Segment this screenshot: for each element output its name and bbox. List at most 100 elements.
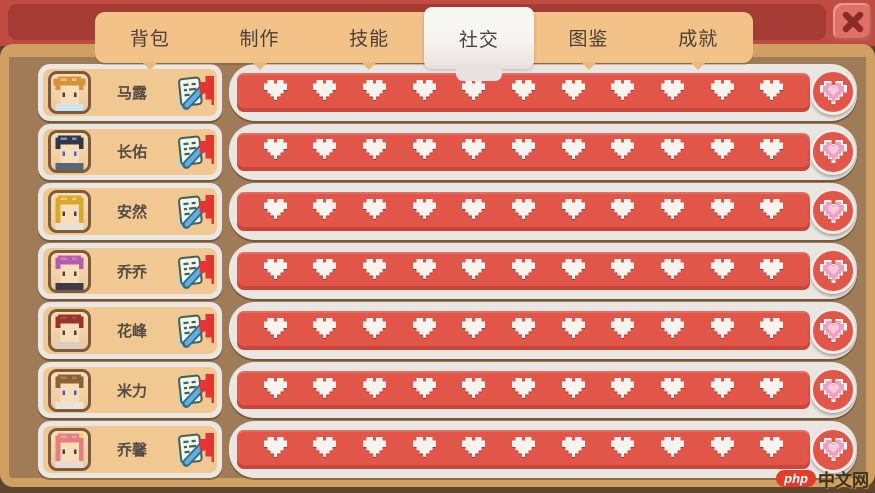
heart-icon xyxy=(611,199,635,224)
friend-card[interactable]: 花峰 xyxy=(38,302,222,359)
heart-icon xyxy=(462,199,486,224)
heart-icon xyxy=(462,79,486,105)
heart-icon xyxy=(313,139,337,164)
heart-cap-icon xyxy=(810,307,856,354)
friend-name: 马露 xyxy=(116,84,147,102)
heart-icon xyxy=(760,318,784,343)
heart-icon xyxy=(313,437,337,462)
friendship-bar-fill xyxy=(237,73,810,112)
heart-icon xyxy=(511,377,535,403)
heart-icon xyxy=(462,139,486,164)
gift-letter-icon xyxy=(173,310,214,351)
heart-icon xyxy=(511,199,535,224)
heart-icon xyxy=(263,139,287,164)
friendship-bar-fill xyxy=(237,370,810,410)
friend-name: 花峰 xyxy=(116,323,147,341)
friendship-bar-fill xyxy=(237,430,810,470)
heart-icon xyxy=(710,318,734,343)
friend-name: 乔乔 xyxy=(116,263,147,281)
friend-name: 长佑 xyxy=(116,144,147,162)
gift-letter-icon xyxy=(173,191,214,232)
friend-card[interactable]: 安然 xyxy=(38,183,222,240)
friend-avatar xyxy=(48,428,91,472)
heart-icon xyxy=(760,199,784,224)
heart-icon xyxy=(362,318,386,343)
gift-letter-icon xyxy=(173,72,214,113)
heart-icon xyxy=(313,318,337,343)
tab-collection[interactable]: 图鉴 xyxy=(534,12,644,63)
heart-icon xyxy=(412,199,436,224)
heart-icon xyxy=(611,139,635,164)
friend-card[interactable]: 乔馨 xyxy=(38,421,222,479)
friend-row: 米力 xyxy=(38,361,857,419)
friend-row: 安然 xyxy=(38,183,857,240)
tab-achievements[interactable]: 成就 xyxy=(643,12,753,63)
heart-icon xyxy=(511,79,535,105)
tab-bar: 背包 制作 技能 社交 图鉴 成就 xyxy=(95,7,753,69)
heart-icon xyxy=(313,258,337,284)
heart-cap-icon xyxy=(810,367,856,414)
friendship-bar xyxy=(229,183,857,240)
gift-letter-icon xyxy=(173,429,214,470)
heart-icon xyxy=(313,377,337,403)
friendship-bar xyxy=(229,302,857,359)
social-panel: 马露 长佑 xyxy=(0,44,875,487)
friend-list: 马露 长佑 xyxy=(9,57,866,479)
tab-backpack[interactable]: 背包 xyxy=(95,12,205,63)
friend-avatar xyxy=(48,70,91,114)
tab-social[interactable]: 社交 xyxy=(424,7,534,69)
heart-icon xyxy=(710,139,734,164)
friend-avatar xyxy=(48,130,91,174)
heart-cap-icon xyxy=(810,426,856,473)
heart-icon xyxy=(362,199,386,224)
heart-icon xyxy=(760,437,784,462)
heart-icon xyxy=(263,199,287,224)
friend-row: 马露 xyxy=(38,64,857,121)
heart-icon xyxy=(263,79,287,105)
friend-avatar xyxy=(48,189,91,233)
heart-icon xyxy=(710,258,734,284)
heart-icon xyxy=(611,318,635,343)
close-button[interactable] xyxy=(833,3,872,41)
heart-icon xyxy=(412,79,436,105)
heart-icon xyxy=(760,139,784,164)
heart-icon xyxy=(462,437,486,462)
heart-icon xyxy=(313,199,337,224)
heart-icon xyxy=(611,437,635,462)
friendship-bar-fill xyxy=(237,192,810,231)
watermark: php 中文网 xyxy=(776,466,869,491)
friend-avatar xyxy=(48,309,91,353)
friend-name: 米力 xyxy=(116,382,147,400)
heart-icon xyxy=(660,258,684,284)
heart-icon xyxy=(710,437,734,462)
heart-icon xyxy=(511,139,535,164)
friend-card[interactable]: 长佑 xyxy=(38,123,222,181)
heart-icon xyxy=(660,377,684,403)
friendship-bar xyxy=(229,123,857,181)
heart-icon xyxy=(710,79,734,105)
heart-cap-icon xyxy=(810,248,856,295)
heart-icon xyxy=(511,437,535,462)
heart-icon xyxy=(362,377,386,403)
heart-cap-icon xyxy=(810,188,856,235)
heart-icon xyxy=(462,258,486,284)
heart-icon xyxy=(660,437,684,462)
tab-crafting[interactable]: 制作 xyxy=(205,12,315,63)
friend-card[interactable]: 乔乔 xyxy=(38,242,222,300)
friend-card[interactable]: 米力 xyxy=(38,361,222,419)
heart-icon xyxy=(660,318,684,343)
heart-icon xyxy=(462,318,486,343)
heart-icon xyxy=(362,437,386,462)
heart-icon xyxy=(263,258,287,284)
friendship-bar-fill xyxy=(237,132,810,172)
heart-icon xyxy=(561,318,585,343)
tab-skills[interactable]: 技能 xyxy=(314,12,424,63)
friend-card[interactable]: 马露 xyxy=(38,64,222,121)
heart-icon xyxy=(660,79,684,105)
heart-cap-icon xyxy=(810,69,856,116)
friend-name: 乔馨 xyxy=(116,442,147,460)
heart-icon xyxy=(760,79,784,105)
heart-icon xyxy=(660,199,684,224)
friend-avatar xyxy=(48,368,91,412)
heart-icon xyxy=(511,318,535,343)
